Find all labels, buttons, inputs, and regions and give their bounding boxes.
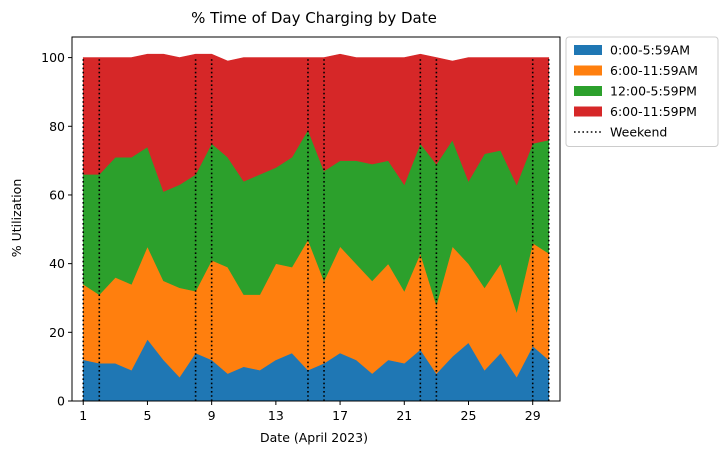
weekend-lines [82,57,550,401]
y-tick-label: 0 [57,394,65,409]
y-tick-label: 60 [49,187,65,202]
y-tick-label: 80 [49,119,65,134]
x-tick-label: 21 [396,408,412,423]
y-tick-label: 20 [49,325,65,340]
x-tick-label: 9 [208,408,216,423]
x-tick-label: 29 [525,408,541,423]
x-tick-label: 13 [268,408,284,423]
chart-title: % Time of Day Charging by Date [191,9,437,27]
x-axis-ticks: 1 5 9 13 17 21 25 29 [79,401,541,423]
legend-box [565,36,719,147]
x-tick-label: 17 [332,408,348,423]
y-axis-label: % Utilization [9,179,24,258]
y-axis-ticks: 0 20 40 60 80 100 [41,50,72,409]
legend-swatch [574,65,602,76]
plot-frame [71,36,561,402]
legend-label: 0:00-5:59AM [610,43,690,58]
x-tick-label: 1 [79,408,87,423]
area-layers [82,53,550,402]
legend: 0:00-5:59AM 6:00-11:59AM 12:00-5:59PM 6:00-… [565,36,719,147]
legend-label: 12:00-5:59PM [610,84,697,99]
y-tick-label: 100 [41,50,65,65]
x-tick-label: 5 [143,408,151,423]
legend-label: 6:00-11:59PM [610,104,697,119]
x-axis-label: Date (April 2023) [260,430,368,445]
legend-swatch [574,106,602,117]
legend-swatch [574,86,602,96]
x-tick-label: 25 [461,408,477,423]
y-tick-label: 40 [49,256,65,271]
legend-swatch [574,45,602,55]
legend-label: 6:00-11:59AM [610,63,698,78]
legend-label-weekend: Weekend [610,125,667,140]
